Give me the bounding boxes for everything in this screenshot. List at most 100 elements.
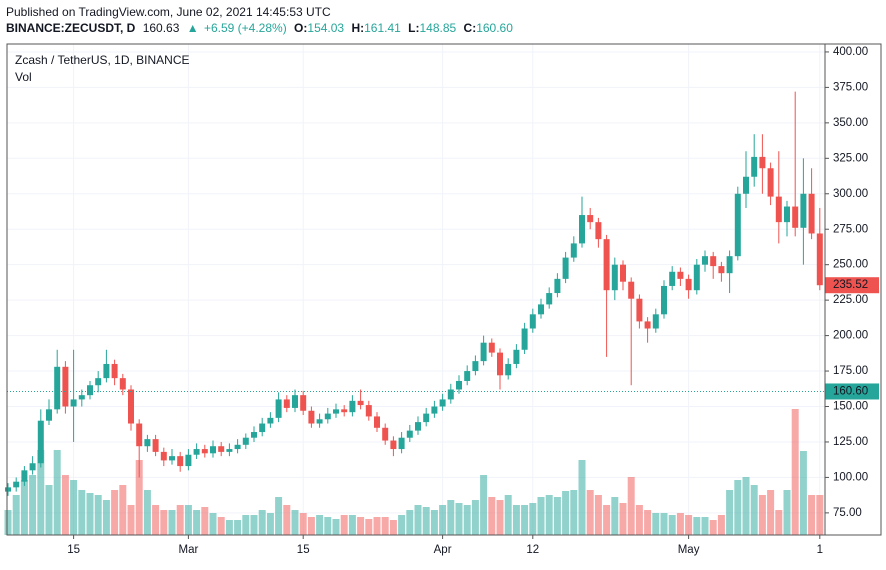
candle-body	[529, 314, 536, 329]
volume-bar	[726, 490, 734, 535]
volume-bar	[389, 520, 397, 535]
volume-bar	[439, 505, 447, 535]
volume-bar	[537, 497, 545, 535]
candle-body	[87, 385, 93, 396]
last-price-box	[825, 277, 879, 294]
candle-body	[111, 363, 118, 379]
candle-body	[119, 378, 126, 390]
candle-body	[521, 328, 528, 350]
candle-body	[316, 419, 323, 424]
volume-bar	[61, 475, 69, 535]
volume-bar	[234, 520, 242, 535]
h-label: H:	[351, 21, 364, 35]
x-tick-label: May	[678, 544, 700, 556]
y-tick-label: 100.00	[833, 471, 868, 483]
volume-bar	[430, 510, 438, 535]
candle-body	[603, 239, 610, 291]
y-tick-label: 175.00	[833, 365, 868, 377]
candle-body	[513, 349, 520, 364]
candle-body	[292, 395, 298, 408]
volume-bar	[37, 450, 45, 535]
volume-bar	[619, 503, 627, 535]
volume-bar	[381, 517, 389, 535]
volume-bar	[398, 515, 406, 535]
candle-body	[685, 278, 692, 291]
candle-body	[751, 156, 758, 177]
candle-body	[792, 206, 799, 228]
candle-body	[160, 451, 167, 461]
candles	[5, 91, 823, 496]
x-tick-label: Mar	[178, 544, 198, 556]
candle-body	[554, 278, 561, 294]
volume-bar	[808, 495, 816, 535]
price-label: 160.60	[833, 386, 868, 398]
volume-bar	[594, 495, 602, 535]
arrow: ▲	[187, 21, 199, 35]
volume-bar	[102, 500, 110, 535]
volume-bar	[332, 519, 340, 535]
volume-bar	[512, 505, 520, 535]
volume-bar	[709, 520, 717, 535]
volume-bar	[816, 495, 824, 535]
price-box	[825, 383, 879, 400]
volume-bar	[53, 450, 61, 535]
o-label: O:	[294, 21, 307, 35]
volume-bar	[676, 513, 684, 535]
candle-body	[382, 427, 389, 441]
x-tick-label: 15	[297, 544, 310, 556]
candle-body	[324, 413, 331, 420]
last-price-label: 235.52	[833, 279, 868, 291]
candle-body	[677, 271, 684, 279]
volume-bar	[168, 510, 176, 535]
candle-body	[21, 470, 28, 482]
volume-bar	[78, 490, 86, 535]
volume-bar	[734, 480, 742, 535]
volume-bar	[603, 505, 611, 535]
candle-body	[308, 410, 315, 424]
l: 148.85	[419, 21, 456, 35]
volume-bar	[455, 503, 463, 535]
symbol: BINANCE:ZECUSDT, D	[6, 21, 136, 35]
candle-body	[177, 456, 184, 467]
volume-bar	[480, 475, 488, 535]
volume-bar	[750, 485, 758, 535]
candle-body	[136, 423, 143, 447]
candle-body	[759, 156, 766, 169]
candle-body	[128, 389, 134, 424]
volume-bar	[340, 515, 348, 535]
volume-bar	[45, 485, 53, 535]
h: 161.41	[364, 21, 401, 35]
volume-bar	[488, 497, 496, 535]
volume-bar	[562, 491, 570, 535]
volume-bar	[717, 515, 725, 535]
candle-body	[767, 168, 774, 197]
volume-bar	[553, 497, 561, 535]
candle-body	[710, 256, 717, 267]
y-tick-label: 350.00	[833, 117, 868, 129]
volume-bar	[201, 507, 209, 535]
volume-bar	[668, 515, 676, 535]
volume-bar	[578, 460, 586, 535]
c-label: C:	[464, 21, 477, 35]
l-label: L:	[408, 21, 419, 35]
volume-bar	[160, 510, 168, 535]
candle-body	[734, 193, 741, 257]
candle-body	[447, 389, 454, 400]
grid	[7, 44, 825, 535]
candle-body	[259, 423, 266, 433]
volume-bar	[250, 515, 258, 535]
volume-bar	[291, 510, 299, 535]
candle-body	[62, 366, 69, 407]
candle-body	[218, 446, 225, 452]
volume-bar	[758, 495, 766, 535]
volume-bar	[70, 480, 78, 535]
y-tick-label: 375.00	[833, 81, 868, 93]
candle-body	[398, 437, 405, 450]
candle-body	[201, 449, 208, 454]
volume-bar	[316, 515, 324, 535]
x-tick-label: Apr	[434, 544, 452, 556]
candle-body	[800, 193, 807, 228]
candle-body	[570, 243, 577, 258]
volume-bar	[652, 513, 660, 535]
